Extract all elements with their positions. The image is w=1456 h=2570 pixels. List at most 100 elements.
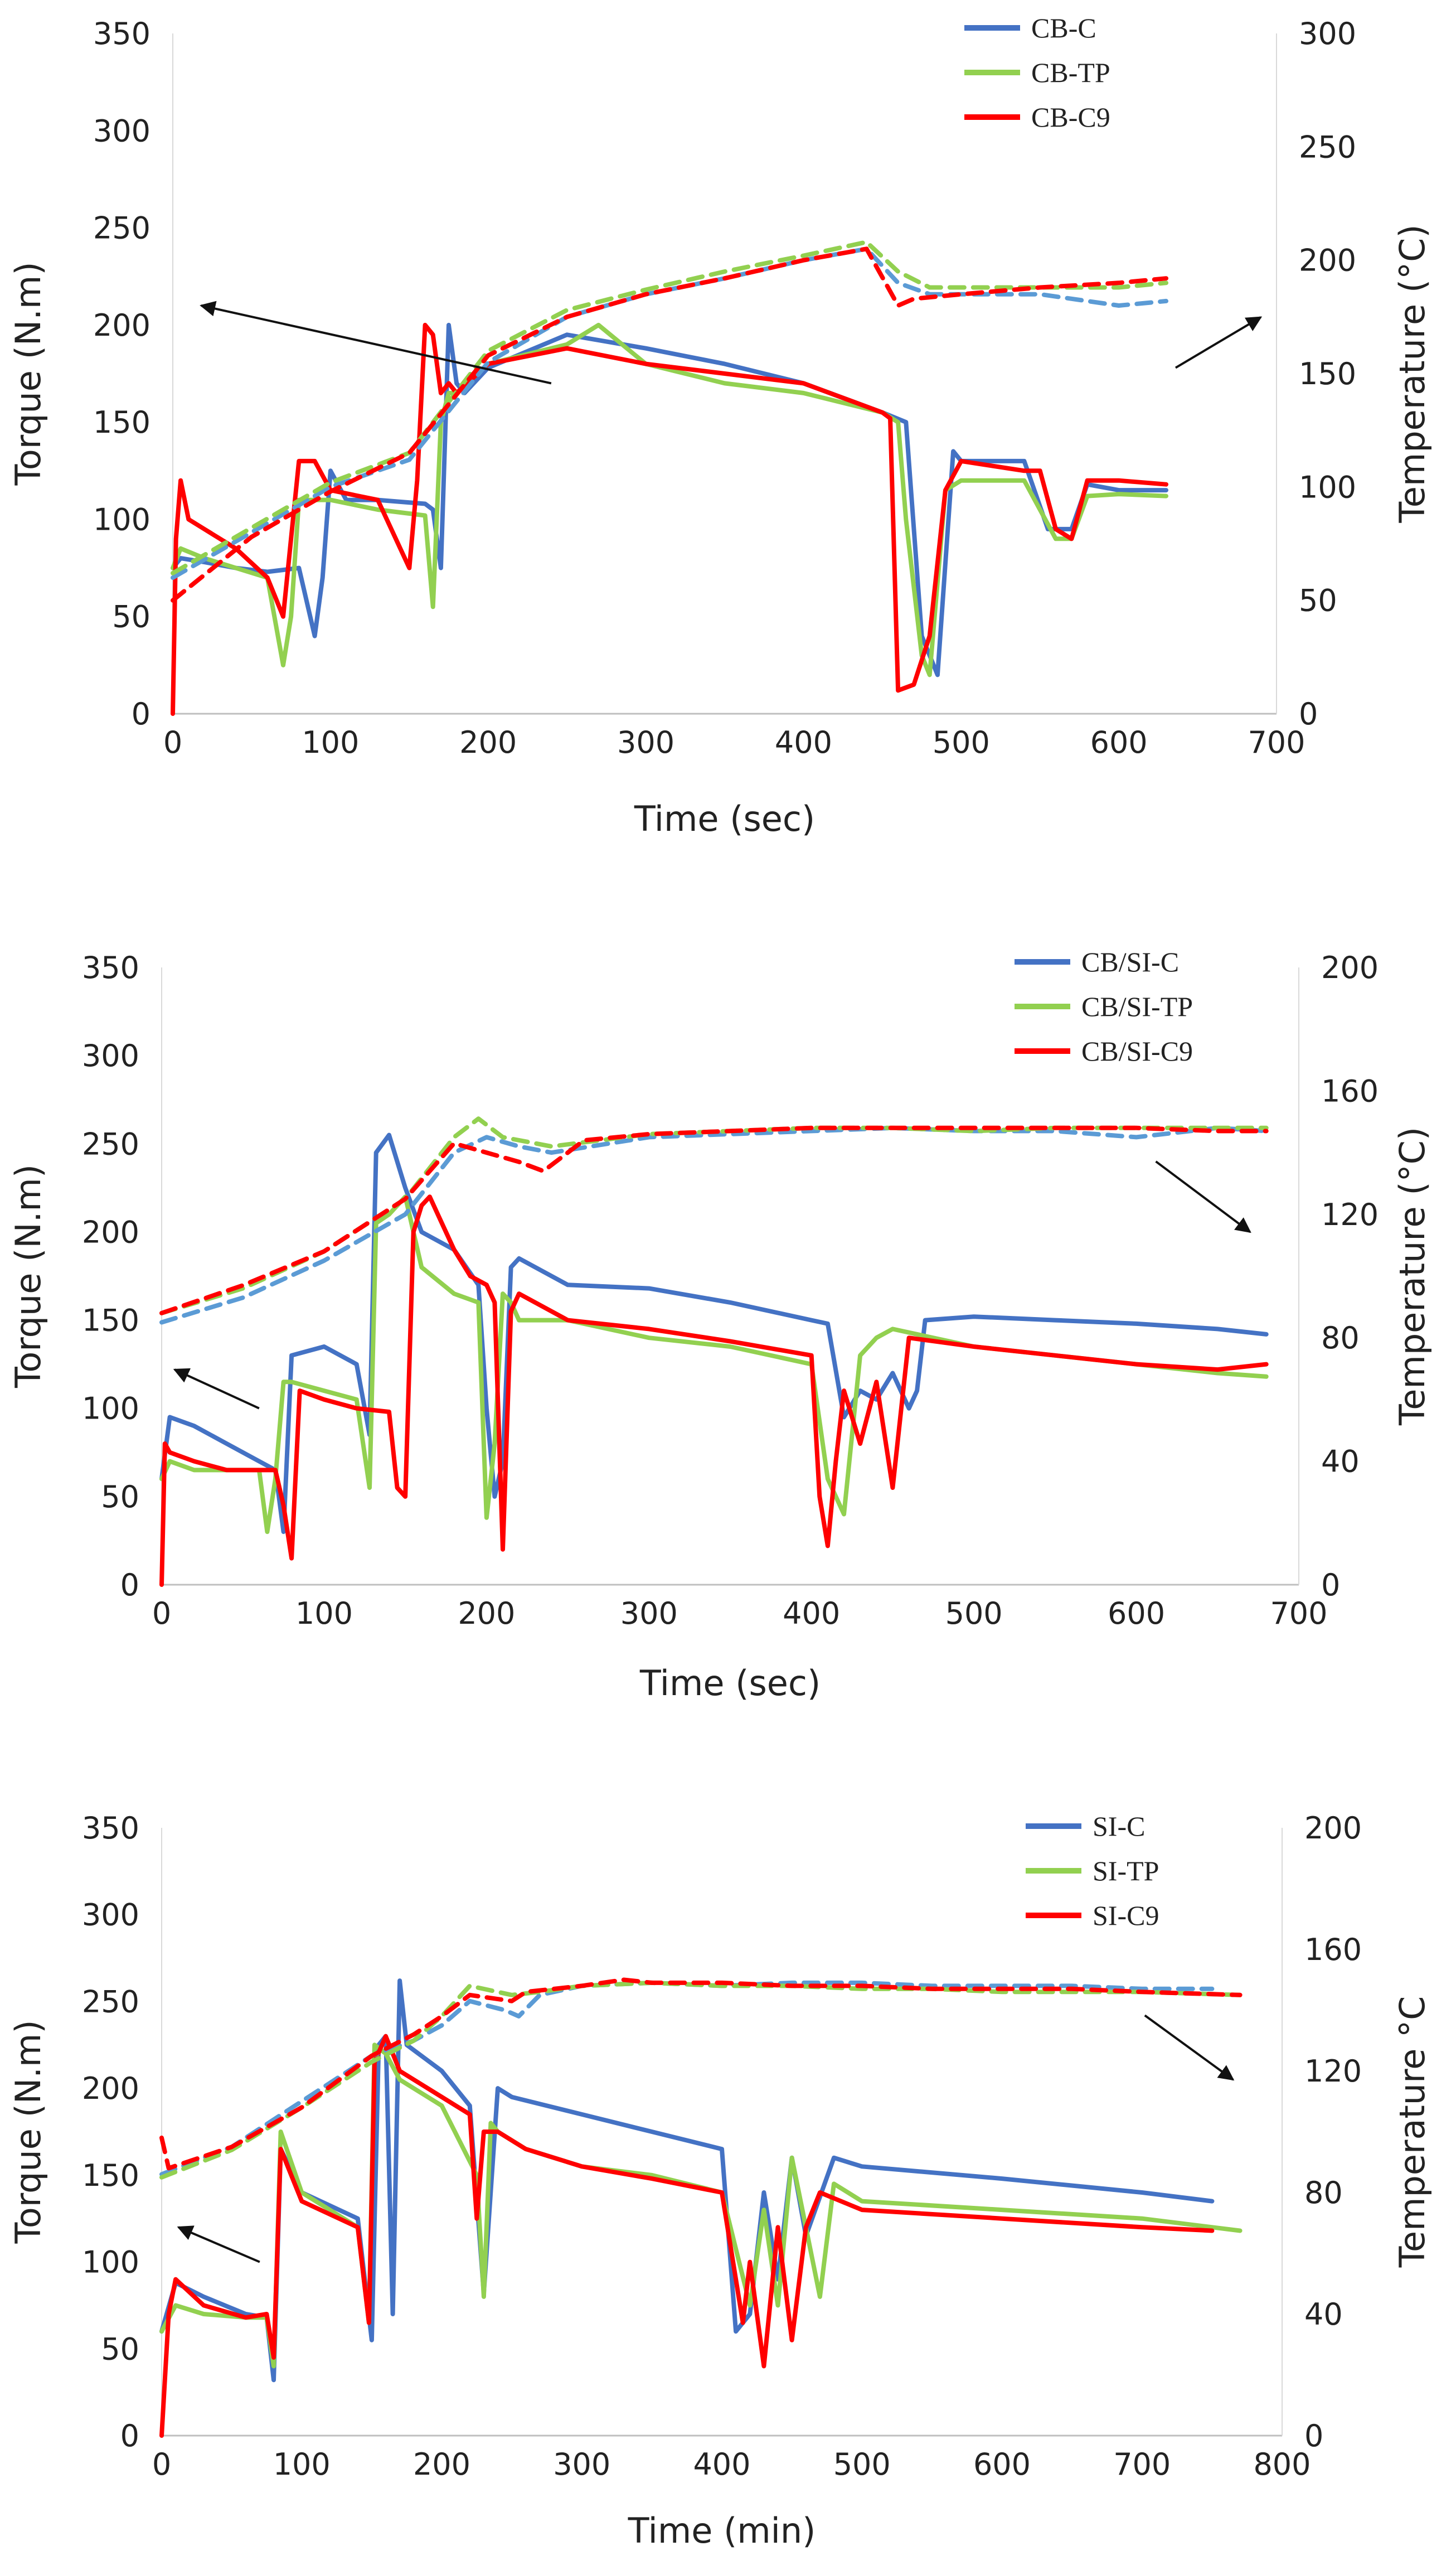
x-tick-label: 200 [413,2447,470,2482]
y2-tick-label: 0 [1321,1567,1340,1603]
y2-tick-label: 0 [1299,696,1318,732]
x-tick-label: 500 [933,725,990,760]
y2-tick-label: 0 [1304,2418,1323,2453]
x-tick-label: 100 [302,725,359,760]
y-tick-label: 350 [93,16,151,51]
y-tick-label: 100 [93,502,151,537]
x-tick-label: 600 [1090,725,1148,760]
annotation-arrow-left [173,1368,260,1410]
series-line-cb-tp [171,322,1168,677]
y2-tick-label: 160 [1321,1073,1379,1109]
series-line-si-tp-temperature [159,1980,1243,2180]
y2-tick-label: 200 [1299,243,1356,278]
y-axis-title: Torque (N.m) [8,262,48,486]
x-tick-label: 500 [833,2447,891,2482]
y-tick-label: 50 [101,2331,139,2366]
series-line-cb-si-c-temperature [159,1125,1269,1325]
y-tick-label: 350 [82,950,139,985]
y-tick-label: 100 [82,2245,139,2280]
y-tick-label: 100 [82,1391,139,1426]
x-axis-title: Time (sec) [639,1663,821,1703]
x-tick-label: 0 [152,2447,171,2482]
series-line-cb-c [171,322,1168,677]
y-tick-label: 150 [82,2158,139,2193]
y2-tick-label: 160 [1304,1932,1362,1967]
series-line-si-c9-temperature [159,1977,1243,2171]
y-tick-label: 350 [82,1811,139,1846]
y2-axis-title: Temperature (°C) [1392,1127,1433,1426]
y-tick-label: 200 [93,308,151,343]
legend-label: CB-C [1031,12,1096,43]
series-line-cb-c9 [171,322,1168,716]
x-tick-label: 300 [617,725,674,760]
x-tick-label: 700 [1248,725,1305,760]
y-tick-label: 250 [82,1984,139,2019]
series-line-cb-si-c9 [159,1194,1269,1587]
legend-label: SI-C [1093,1811,1145,1842]
x-tick-label: 200 [458,1596,515,1631]
y2-tick-label: 80 [1321,1320,1360,1356]
y-tick-label: 0 [120,2418,139,2453]
y-axis-title: Torque (N.m) [8,2020,48,2244]
series-line-cb-c-temperature [171,246,1168,580]
x-axis-title: Time (sec) [634,798,815,839]
series-line-cb-si-c9-temperature [159,1125,1269,1315]
annotation-arrow-right [1174,316,1263,369]
y2-axis-title: Temperature (°C) [1392,224,1433,523]
series-line-si-tp [159,2043,1243,2369]
x-tick-label: 0 [152,1596,171,1631]
y-tick-label: 50 [112,599,151,635]
y-tick-label: 50 [101,1479,139,1514]
series-line-si-c9 [159,2034,1215,2438]
series-line-cb-si-tp-temperature [159,1116,1269,1315]
y-tick-label: 0 [132,696,151,732]
y2-tick-label: 200 [1321,950,1379,985]
x-tick-label: 500 [945,1596,1003,1631]
x-tick-label: 200 [459,725,517,760]
y-tick-label: 250 [82,1126,139,1161]
legend-label: SI-C9 [1093,1900,1159,1931]
legend-label: CB/SI-C [1081,946,1179,977]
x-tick-label: 400 [693,2447,750,2482]
x-tick-label: 100 [273,2447,331,2482]
y-tick-label: 300 [93,113,151,148]
annotation-arrow-left [177,2225,260,2263]
x-tick-label: 100 [295,1596,353,1631]
y-tick-label: 200 [82,2071,139,2106]
y2-tick-label: 120 [1321,1197,1379,1232]
annotation-arrow-right [1155,1160,1251,1233]
series-line-si-c-temperature [159,1980,1215,2177]
legend-label: SI-TP [1093,1855,1159,1886]
y2-tick-label: 300 [1299,16,1356,51]
y2-tick-label: 50 [1299,583,1337,618]
series-line-cb-si-c [159,1132,1269,1535]
y2-tick-label: 200 [1304,1811,1362,1846]
x-tick-label: 700 [1270,1596,1327,1631]
y-tick-label: 0 [120,1567,139,1603]
chart-panel-top: 0 100 200 300 400 500 600 700050100150200250300… [8,12,1433,839]
y-axis-title: Torque (N.m) [8,1164,48,1388]
legend-label: CB/SI-TP [1081,991,1193,1022]
x-tick-label: 0 [163,725,182,760]
chart-panel-middle: 0 100 200 300 400 500 600 700050100150200250300… [8,946,1433,1703]
y-tick-label: 150 [93,405,151,440]
x-tick-label: 400 [775,725,832,760]
legend-label: CB-TP [1031,57,1110,88]
y-tick-label: 250 [93,211,151,246]
x-tick-label: 800 [1253,2447,1311,2482]
y-tick-label: 300 [82,1038,139,1073]
x-tick-label: 400 [783,1596,840,1631]
y-tick-label: 200 [82,1214,139,1250]
y-tick-label: 150 [82,1303,139,1338]
x-tick-label: 700 [1113,2447,1171,2482]
x-tick-label: 600 [1108,1596,1165,1631]
y2-tick-label: 40 [1304,2297,1343,2332]
x-tick-label: 600 [973,2447,1031,2482]
annotation-arrow-left [200,301,552,385]
y2-tick-label: 80 [1304,2175,1343,2210]
chart-panel-bottom: 0 100 200 300 400 500 600 700 800050100150200250… [8,1811,1433,2551]
series-line-si-c [159,1978,1215,2383]
annotation-arrow-right [1144,2014,1235,2081]
x-axis-title: Time (min) [628,2510,816,2551]
